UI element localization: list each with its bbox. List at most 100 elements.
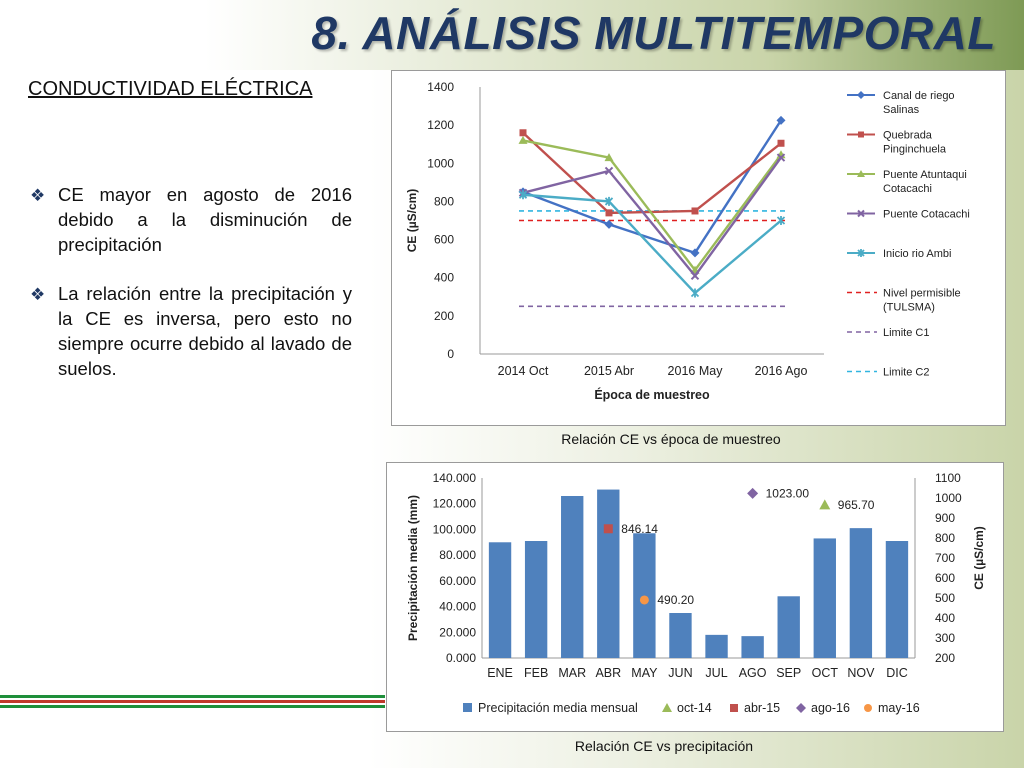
precipitation-bar xyxy=(885,541,909,658)
y-axis-title: CE (µS/cm) xyxy=(405,189,419,253)
legend-label: oct-14 xyxy=(677,701,712,715)
y2-tick-label: 700 xyxy=(935,551,955,565)
precipitation-bar xyxy=(488,542,512,658)
y-tick-label: 120.000 xyxy=(433,497,477,511)
legend-label: Inicio rio Ambi xyxy=(883,248,951,260)
x-tick-label: OCT xyxy=(812,666,839,680)
legend-label: Limite C2 xyxy=(883,367,929,379)
line-chart-caption: Relación CE vs época de muestreo xyxy=(561,431,781,447)
x-tick-label: JUL xyxy=(705,666,727,680)
section-subtitle: CONDUCTIVIDAD ELÉCTRICA xyxy=(28,78,313,100)
y2-tick-label: 200 xyxy=(935,651,955,665)
y-tick-label: 1200 xyxy=(427,118,454,132)
ce-point xyxy=(603,524,613,534)
precipitation-bar xyxy=(777,596,800,658)
y2-tick-label: 1000 xyxy=(935,491,962,505)
precipitation-bar xyxy=(705,634,728,658)
data-point xyxy=(604,153,614,162)
precipitation-bar xyxy=(813,538,836,658)
decorative-stripes xyxy=(0,695,385,711)
combo-chart-frame: 0.000 20.000 40.000 60.000 80.000 100.000 120.… xyxy=(386,462,1004,732)
x-tick-label: ABR xyxy=(595,666,621,680)
x-tick-label: 2014 Oct xyxy=(498,364,549,378)
bullet-list: ❖ CE mayor en agosto de 2016 debido a la… xyxy=(30,182,352,405)
legend-marker xyxy=(857,249,865,257)
bullet-text: CE mayor en agosto de 2016 debido a la d… xyxy=(58,184,352,255)
y-axis-title: Precipitación media (mm) xyxy=(406,495,420,641)
data-point xyxy=(690,248,700,258)
stripe xyxy=(0,695,385,698)
legend-label: Nivel permisible (TULSMA) xyxy=(883,288,961,314)
series-line xyxy=(522,139,782,273)
legend-label: Limite C1 xyxy=(883,327,929,339)
y-tick-label: 400 xyxy=(434,271,454,285)
x-tick-label: ENE xyxy=(487,666,513,680)
y-tick-label: 100.000 xyxy=(433,522,477,536)
data-point xyxy=(518,135,528,144)
legend-label: Precipitación media mensual xyxy=(478,701,638,715)
legend-marker xyxy=(858,131,864,138)
y2-tick-label: 400 xyxy=(935,611,955,625)
data-point xyxy=(691,207,699,215)
bullet-item: ❖ La relación entre la precipitación y l… xyxy=(30,281,352,381)
ce-point-label: 846.14 xyxy=(621,522,658,536)
y-tick-label: 0 xyxy=(447,347,454,361)
combo-chart-caption: Relación CE vs precipitación xyxy=(574,738,754,754)
precipitation-bar xyxy=(741,636,764,658)
y-tick-label: 0.000 xyxy=(446,651,476,665)
ce-point-label: 490.20 xyxy=(657,593,694,607)
ce-point xyxy=(819,499,831,510)
legend-marker xyxy=(730,704,738,712)
x-tick-label: JUN xyxy=(668,666,692,680)
legend-marker xyxy=(857,91,865,99)
ce-vs-sampling-line-chart: 0 200 400 600 800 1000 1200 1400 2014 Oct 2015 Ab… xyxy=(405,80,970,402)
legend-swatch xyxy=(463,703,472,712)
title-band xyxy=(0,0,1024,70)
x-tick-label: AGO xyxy=(739,666,767,680)
y2-tick-label: 800 xyxy=(935,531,955,545)
legend-marker xyxy=(662,703,672,712)
y-tick-label: 60.000 xyxy=(439,574,476,588)
diamond-bullet-icon: ❖ xyxy=(30,285,46,304)
data-point xyxy=(776,153,786,162)
y-tick-label: 600 xyxy=(434,233,454,247)
legend-label: Puente Atuntaqui Cotacachi xyxy=(883,169,967,195)
precipitation-bar xyxy=(524,541,548,658)
legend-label: ago-16 xyxy=(811,701,850,715)
x-tick-label: MAR xyxy=(558,666,586,680)
legend-label: Quebrada Pinginchuela xyxy=(883,130,947,156)
data-point xyxy=(604,196,614,206)
data-point xyxy=(604,166,614,176)
y2-tick-label: 900 xyxy=(935,511,955,525)
x-tick-label: 2015 Abr xyxy=(584,364,634,378)
slide-title: 8. ANÁLISIS MULTITEMPORAL xyxy=(311,7,996,59)
y2-tick-label: 600 xyxy=(935,571,955,585)
y2-tick-label: 1100 xyxy=(935,471,961,485)
y-tick-label: 800 xyxy=(434,194,454,208)
data-point xyxy=(776,115,786,125)
x-tick-label: FEB xyxy=(524,666,548,680)
data-point xyxy=(690,271,700,281)
ce-point-label: 965.70 xyxy=(838,498,875,512)
legend-label: Puente Cotacachi xyxy=(883,209,970,221)
data-point xyxy=(777,139,785,147)
series-line xyxy=(522,193,782,295)
legend-marker xyxy=(864,704,872,712)
legend-marker xyxy=(857,170,865,177)
precipitation-bar xyxy=(597,489,620,658)
y2-tick-label: 500 xyxy=(935,591,955,605)
y-tick-label: 200 xyxy=(434,309,454,323)
precipitation-bar xyxy=(849,528,873,658)
x-axis-title: Época de muestreo xyxy=(594,387,710,402)
line-chart-frame: 0 200 400 600 800 1000 1200 1400 2014 Oct 2015 Ab… xyxy=(391,70,1006,426)
x-tick-label: DIC xyxy=(886,666,908,680)
y-tick-label: 80.000 xyxy=(439,548,476,562)
ce-point-label: 1023.00 xyxy=(766,486,810,500)
data-point xyxy=(519,129,527,137)
y-tick-label: 1400 xyxy=(427,80,454,94)
data-point xyxy=(690,288,700,298)
legend-label: abr-15 xyxy=(744,701,780,715)
data-point xyxy=(605,209,613,217)
precipitation-bar xyxy=(561,496,584,658)
stripe xyxy=(0,700,385,703)
